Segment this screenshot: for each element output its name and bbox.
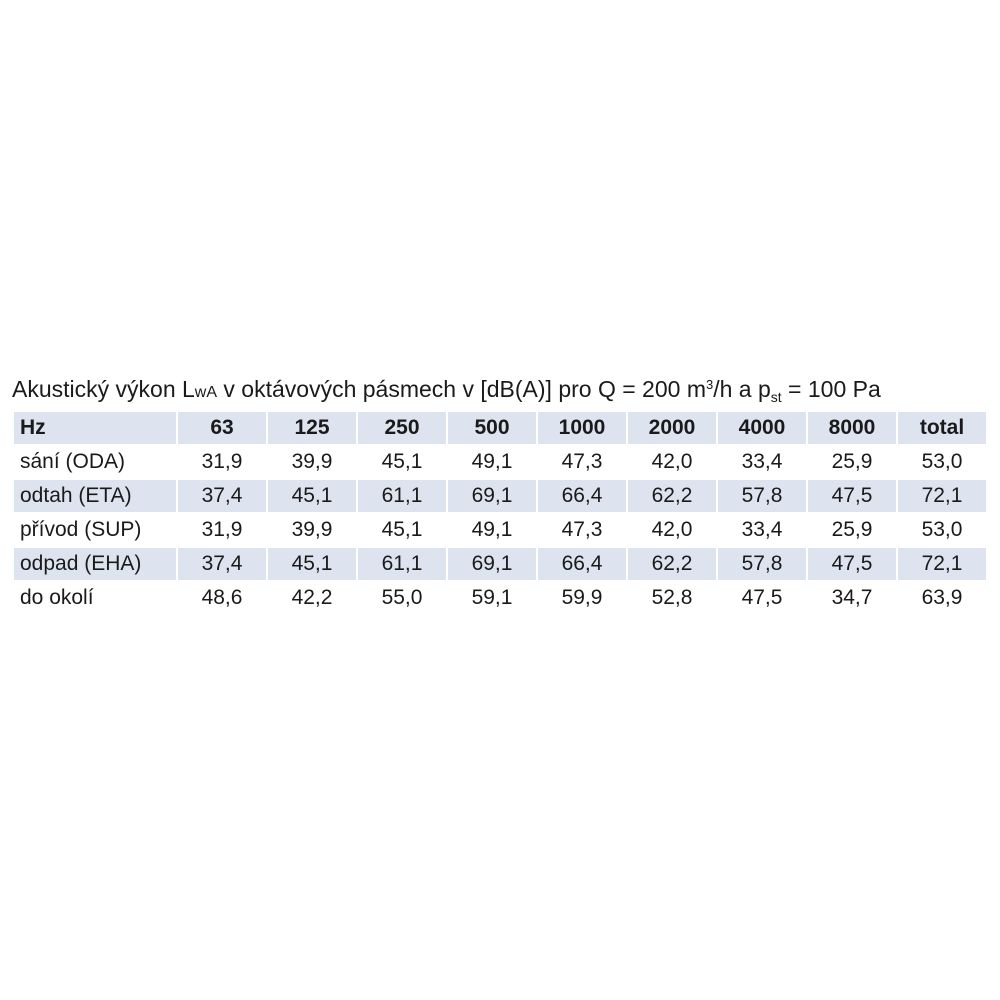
title-cubed: 3 <box>705 377 714 392</box>
table-cell: 42,2 <box>291 586 333 609</box>
table-cell: 34,7 <box>831 586 873 609</box>
table-cell: 61,1 <box>358 480 446 512</box>
table-cell: 62,2 <box>628 548 716 580</box>
table-cell: 69,1 <box>448 480 536 512</box>
row-label: přívod (SUP) <box>20 518 142 541</box>
table-row: přívod (SUP) 31,9 39,9 45,1 49,1 47,3 42… <box>14 514 986 546</box>
title-st-subscript: st <box>770 389 782 405</box>
table-cell: 47,3 <box>561 518 603 541</box>
row-label: sání (ODA) <box>20 450 126 473</box>
table-cell: 59,9 <box>561 586 603 609</box>
table-cell: 39,9 <box>291 450 333 473</box>
table-cell: 47,5 <box>808 548 896 580</box>
table-cell: 62,2 <box>628 480 716 512</box>
table-cell: 47,5 <box>741 586 783 609</box>
table-row: odtah (ETA) 37,4 45,1 61,1 69,1 66,4 62,… <box>14 480 986 512</box>
table-cell: 53,0 <box>921 450 963 473</box>
table-cell: 49,1 <box>471 518 513 541</box>
table-cell: 47,5 <box>808 480 896 512</box>
table-cell: 57,8 <box>718 548 806 580</box>
table-cell: 25,9 <box>831 518 873 541</box>
table-cell: 42,0 <box>651 450 693 473</box>
header-cell-500: 500 <box>448 412 536 444</box>
title-main: Akustický výkon L <box>12 376 195 402</box>
header-cell-250: 250 <box>358 412 446 444</box>
title-mid: v oktávových pásmech v [dB(A)] pro Q = 2… <box>217 376 706 402</box>
header-cell-63: 63 <box>178 412 266 444</box>
header-cell-1000: 1000 <box>538 412 626 444</box>
table-title: Akustický výkon LwA v oktávových pásmech… <box>12 374 881 408</box>
row-label: do okolí <box>20 586 94 609</box>
header-cell-hz: Hz <box>14 412 176 444</box>
table-cell: 49,1 <box>471 450 513 473</box>
row-label: odtah (ETA) <box>14 480 176 512</box>
table-cell: 42,0 <box>651 518 693 541</box>
table-row: sání (ODA) 31,9 39,9 45,1 49,1 47,3 42,0… <box>14 446 986 478</box>
table-cell: 31,9 <box>201 518 243 541</box>
table-cell: 33,4 <box>741 450 783 473</box>
table-cell: 37,4 <box>178 548 266 580</box>
table-cell: 37,4 <box>178 480 266 512</box>
table-cell: 72,1 <box>898 480 986 512</box>
table-cell: 61,1 <box>358 548 446 580</box>
header-cell-8000: 8000 <box>808 412 896 444</box>
table-cell: 66,4 <box>538 480 626 512</box>
table-cell: 48,6 <box>201 586 243 609</box>
header-cell-2000: 2000 <box>628 412 716 444</box>
table-cell: 45,1 <box>381 450 423 473</box>
table-cell: 66,4 <box>538 548 626 580</box>
table-cell: 25,9 <box>831 450 873 473</box>
header-cell-125: 125 <box>268 412 356 444</box>
table-cell: 47,3 <box>561 450 603 473</box>
acoustic-power-table: Hz 63 125 250 500 1000 2000 4000 8000 to… <box>12 410 988 616</box>
table-cell: 59,1 <box>471 586 513 609</box>
header-cell-total: total <box>898 412 986 444</box>
table-cell: 45,1 <box>268 548 356 580</box>
row-label: odpad (EHA) <box>14 548 176 580</box>
table-cell: 52,8 <box>651 586 693 609</box>
title-mid2: /h a p <box>713 376 771 402</box>
table-cell: 53,0 <box>921 518 963 541</box>
table-cell: 31,9 <box>201 450 243 473</box>
table-cell: 45,1 <box>268 480 356 512</box>
title-end: = 100 Pa <box>781 376 881 402</box>
title-lwa-subscript: wA <box>194 384 218 401</box>
table-cell: 33,4 <box>741 518 783 541</box>
table-cell: 69,1 <box>448 548 536 580</box>
table-cell: 39,9 <box>291 518 333 541</box>
table-cell: 63,9 <box>921 586 963 609</box>
table-cell: 55,0 <box>381 586 423 609</box>
header-cell-4000: 4000 <box>718 412 806 444</box>
header-row: Hz 63 125 250 500 1000 2000 4000 8000 to… <box>14 412 986 444</box>
table-cell: 57,8 <box>718 480 806 512</box>
table-row: odpad (EHA) 37,4 45,1 61,1 69,1 66,4 62,… <box>14 548 986 580</box>
table-cell: 72,1 <box>898 548 986 580</box>
table-cell: 45,1 <box>381 518 423 541</box>
table-row: do okolí 48,6 42,2 55,0 59,1 59,9 52,8 4… <box>14 582 986 614</box>
